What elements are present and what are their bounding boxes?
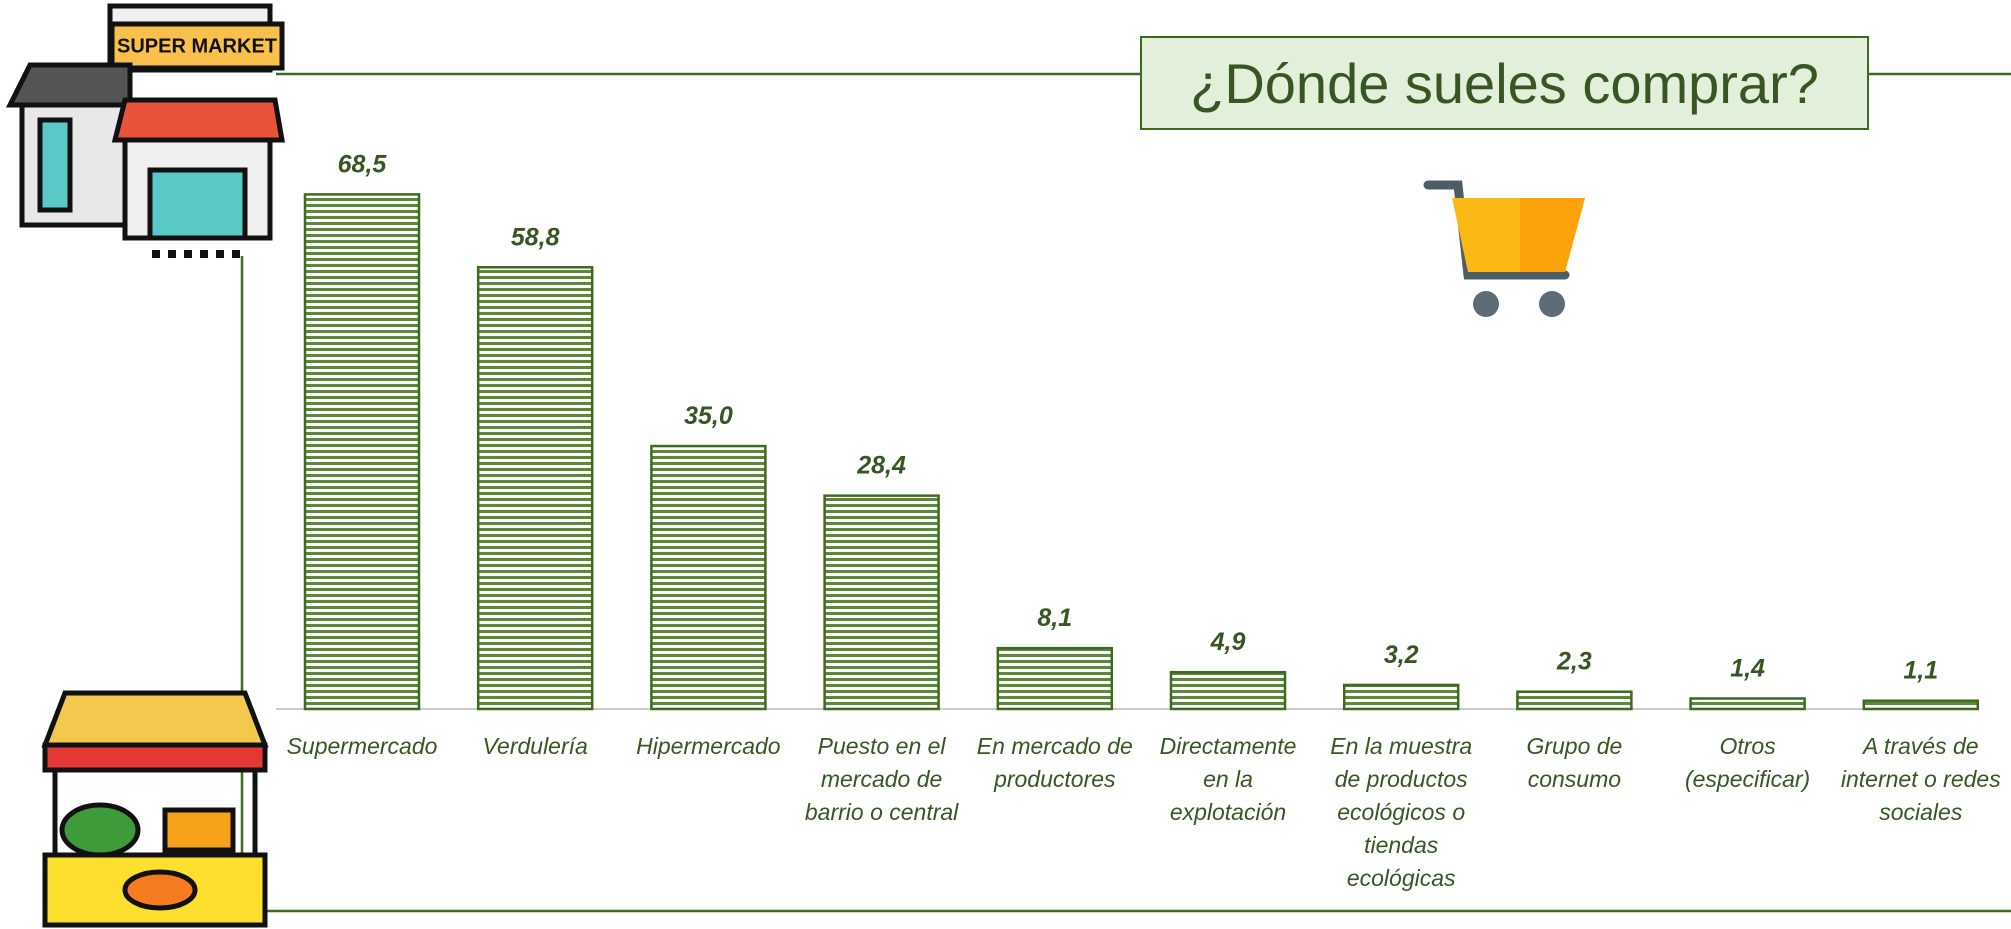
value-label: 58,8 bbox=[511, 223, 560, 251]
bar bbox=[1689, 697, 1806, 711]
bar bbox=[476, 266, 594, 711]
x-tick-label: En mercado de productores bbox=[976, 733, 1133, 792]
value-label: 28,4 bbox=[856, 452, 906, 480]
value-label: 4,9 bbox=[1210, 628, 1246, 656]
x-tick-label: En la muestra de productos ecológicos o … bbox=[1330, 733, 1473, 891]
value-label: 1,4 bbox=[1730, 654, 1765, 682]
bar bbox=[1169, 670, 1287, 711]
value-label: 1,1 bbox=[1903, 657, 1938, 685]
supermarket-icon: SUPER MARKET bbox=[5, 3, 285, 241]
x-tick-label: Grupo de consumo bbox=[1526, 733, 1623, 792]
bar bbox=[823, 494, 940, 711]
x-tick-label: Directamente en la explotación bbox=[1159, 733, 1297, 825]
bar bbox=[303, 193, 421, 711]
bar bbox=[1862, 699, 1980, 711]
x-tick-label: Verdulería bbox=[482, 733, 588, 759]
x-tick-label: Supermercado bbox=[286, 733, 438, 759]
cart-icon bbox=[1423, 180, 1585, 317]
value-label: 35,0 bbox=[684, 402, 733, 430]
bar bbox=[1342, 683, 1460, 711]
x-tick-label: Puesto en el mercado de barrio o central bbox=[804, 733, 959, 825]
svg-text:SUPER MARKET: SUPER MARKET bbox=[117, 35, 277, 57]
bar bbox=[996, 646, 1114, 711]
x-tick-label: Otros (especificar) bbox=[1684, 733, 1811, 792]
market-stall-icon bbox=[41, 690, 269, 928]
chart-title: ¿Dónde sueles comprar? bbox=[1140, 36, 1869, 130]
x-tick-label: A través de internet o redes sociales bbox=[1840, 733, 2001, 825]
value-label: 3,2 bbox=[1384, 641, 1419, 669]
value-label: 2,3 bbox=[1556, 648, 1592, 676]
x-tick-label: Hipermercado bbox=[636, 733, 781, 759]
bar bbox=[1516, 690, 1633, 711]
dots bbox=[152, 250, 240, 258]
value-label: 68,5 bbox=[338, 150, 388, 178]
value-label: 8,1 bbox=[1037, 604, 1072, 632]
bar bbox=[650, 444, 767, 711]
